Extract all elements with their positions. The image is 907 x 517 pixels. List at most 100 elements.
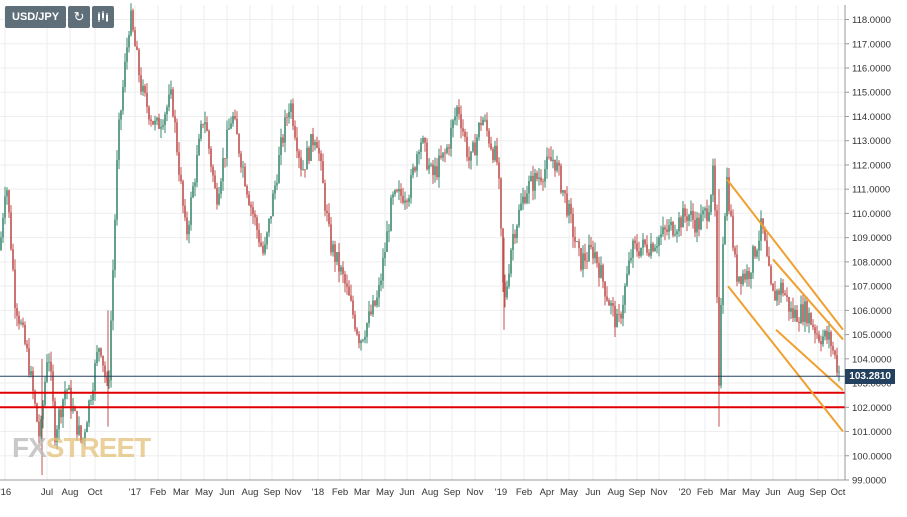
- candle-body: [238, 134, 240, 154]
- candle-body: [580, 248, 582, 270]
- x-tick-label: '16: [0, 487, 11, 498]
- candle-body: [178, 152, 180, 175]
- candle-body: [122, 87, 124, 111]
- candle-body: [304, 169, 306, 171]
- candle-body: [420, 142, 422, 153]
- candle-body: [356, 328, 358, 335]
- candle-body: [496, 145, 498, 163]
- candle-body: [772, 283, 774, 291]
- candle-body: [704, 208, 706, 211]
- candle-body: [746, 270, 748, 280]
- candle-body: [660, 234, 662, 238]
- candle-body: [80, 425, 82, 441]
- channel-line-upper: [726, 178, 844, 331]
- candle-body: [300, 157, 302, 170]
- candle-body: [686, 216, 688, 221]
- candle-body: [256, 217, 258, 230]
- x-tick-label: May: [742, 487, 760, 498]
- candle-body: [38, 421, 40, 437]
- candle-body: [320, 153, 322, 162]
- candle-body: [776, 290, 778, 301]
- candle-body: [422, 138, 424, 143]
- y-axis-ticks: 99.0000100.0000101.0000102.0000103.00001…: [845, 15, 892, 487]
- candle-body: [820, 340, 822, 345]
- candle-body: [28, 348, 30, 375]
- candle-body: [66, 389, 68, 391]
- candle-body: [268, 218, 270, 233]
- candle-body: [378, 285, 380, 298]
- candle-body: [486, 119, 488, 131]
- candle-body: [148, 107, 150, 120]
- candle-body: [136, 46, 138, 50]
- candle-body: [742, 273, 744, 285]
- candle-body: [564, 190, 566, 194]
- x-tick-label: Jun: [219, 487, 234, 498]
- candle-body: [352, 300, 354, 315]
- candle-body: [698, 217, 700, 230]
- candle-body: [208, 130, 210, 149]
- candle-body: [406, 200, 408, 203]
- candle-body: [492, 149, 494, 161]
- candle-body: [572, 214, 574, 237]
- channel-line-lower: [727, 285, 844, 433]
- candle-body: [590, 244, 592, 248]
- refresh-icon[interactable]: ↻: [68, 6, 91, 28]
- candle-body: [288, 112, 290, 118]
- candle-body: [88, 400, 90, 423]
- x-tick-label: Jun: [399, 487, 414, 498]
- candle-body: [26, 343, 28, 349]
- candle-body: [180, 174, 182, 182]
- candle-body: [318, 147, 320, 154]
- x-tick-label: Feb: [332, 487, 348, 498]
- candle-body: [696, 217, 698, 233]
- candle-body: [766, 240, 768, 257]
- candle-body: [14, 269, 16, 309]
- candle-body: [250, 204, 252, 208]
- candle-body: [562, 190, 564, 193]
- candle-body: [10, 212, 12, 250]
- candle-body: [68, 387, 70, 390]
- candle-body: [0, 237, 2, 250]
- candle-body: [276, 182, 278, 186]
- candle-body: [144, 85, 146, 93]
- candle-body: [582, 253, 584, 270]
- candle-body: [438, 155, 440, 178]
- candle-body: [72, 407, 74, 412]
- candle-body: [834, 350, 836, 356]
- y-tick-label: 100.0000: [852, 451, 892, 462]
- candle-body: [824, 330, 826, 337]
- candle-body: [798, 321, 800, 324]
- candle-body: [478, 123, 480, 138]
- x-tick-label: '17: [129, 487, 141, 498]
- candle-body: [810, 313, 812, 325]
- candle-body: [332, 244, 334, 253]
- candle-body: [212, 166, 214, 176]
- candle-body: [42, 404, 44, 420]
- candle-body: [338, 252, 340, 272]
- candle-body: [84, 432, 86, 439]
- candle-body: [560, 165, 562, 193]
- candle-body: [816, 333, 818, 335]
- candle-body: [182, 181, 184, 206]
- y-tick-label: 105.0000: [852, 330, 892, 341]
- candle-body: [234, 116, 236, 119]
- candle-body: [248, 194, 250, 205]
- candle-body: [348, 286, 350, 296]
- candle-body: [258, 229, 260, 243]
- candle-body: [138, 49, 140, 76]
- candle-body: [340, 267, 342, 272]
- candle-body: [298, 151, 300, 158]
- candle-body: [756, 250, 758, 257]
- candle-body: [360, 340, 362, 344]
- candle-body: [720, 305, 722, 386]
- x-tick-label: Jul: [41, 487, 53, 498]
- candlestick-icon[interactable]: [92, 6, 115, 28]
- candle-body: [324, 183, 326, 211]
- candle-body: [610, 303, 612, 306]
- candle-body: [584, 253, 586, 261]
- symbol-label[interactable]: USD/JPY: [5, 6, 67, 28]
- candle-body: [228, 128, 230, 130]
- candle-body: [616, 313, 618, 328]
- candle-body: [394, 190, 396, 195]
